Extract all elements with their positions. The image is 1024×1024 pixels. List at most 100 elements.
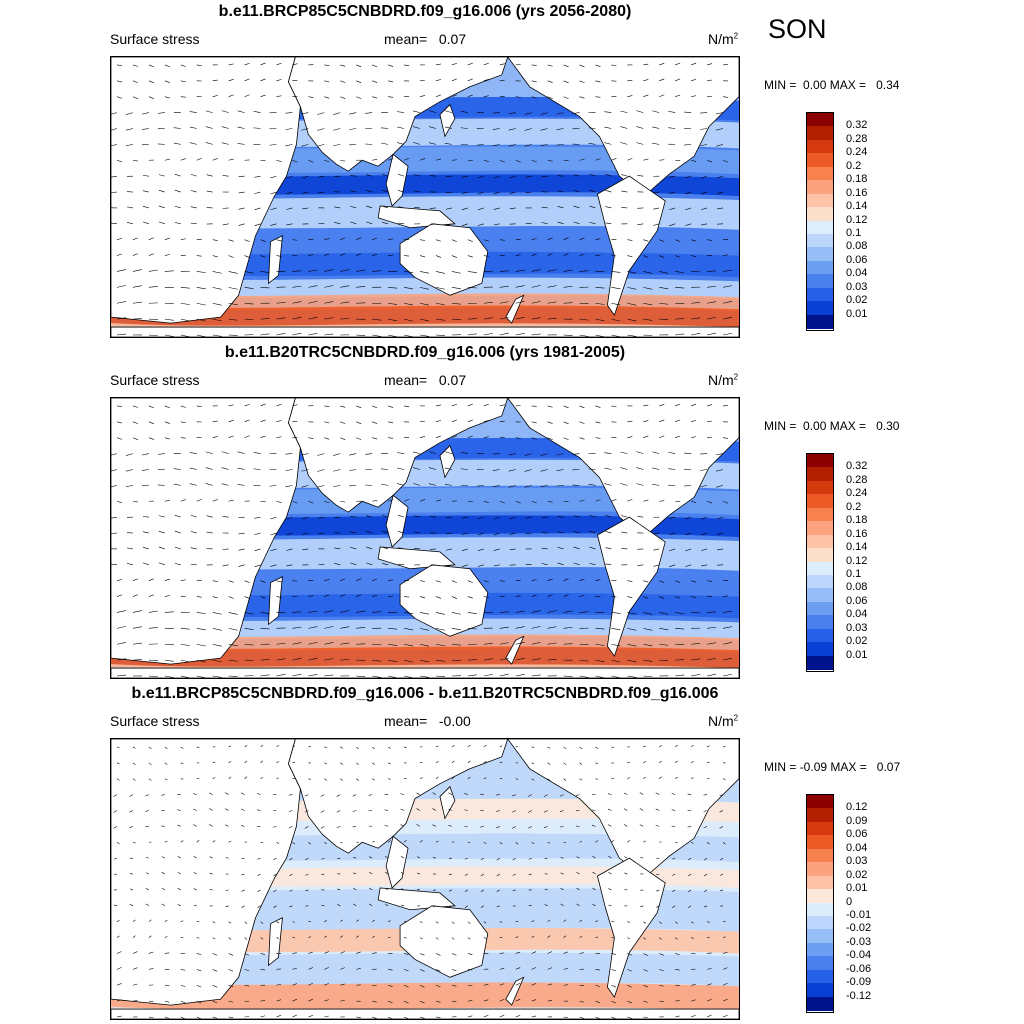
wind-vector [196, 643, 206, 647]
wind-vector [356, 253, 362, 256]
wind-vector [324, 301, 334, 304]
wind-vector [531, 951, 537, 954]
wind-vector [659, 419, 665, 423]
wind-vector [627, 158, 633, 161]
wind-vector [254, 532, 261, 535]
wind-vector [722, 998, 728, 1002]
wind-vector [547, 841, 551, 844]
colorbar-box [807, 628, 833, 643]
wind-vector [412, 126, 421, 129]
wind-vector [528, 904, 532, 907]
wind-vector [292, 642, 302, 645]
wind-vector [512, 889, 516, 892]
wind-vector [276, 673, 286, 677]
wind-vector [324, 658, 334, 661]
wind-vector [308, 500, 314, 504]
wind-vector [372, 318, 382, 321]
wind-vector [269, 485, 277, 487]
stress-band [111, 305, 739, 330]
wind-vector [129, 826, 134, 828]
wind-vector [196, 984, 202, 988]
wind-vector [161, 856, 165, 859]
wind-vector [508, 112, 516, 115]
wind-vector [372, 80, 378, 83]
wind-vector [579, 1000, 585, 1003]
wind-vector [289, 857, 293, 861]
wind-vector [276, 436, 282, 439]
wind-vector [164, 643, 174, 646]
wind-vector [196, 405, 202, 408]
wind-vector [512, 826, 516, 829]
wind-vector [387, 840, 391, 843]
wind-vector [451, 937, 455, 940]
wind-vector [595, 675, 605, 678]
wind-vector [592, 856, 596, 859]
wind-vector [544, 888, 548, 891]
wind-vector [308, 316, 318, 320]
wind-vector [669, 564, 676, 568]
wind-vector [723, 96, 729, 98]
wind-vector [589, 221, 596, 225]
colorbar-box [807, 139, 833, 154]
wind-vector [260, 318, 270, 320]
wind-vector [244, 94, 250, 97]
wind-vector [595, 920, 599, 922]
wind-vector [209, 824, 213, 827]
wind-vector [605, 190, 612, 193]
colorbar-box [807, 314, 833, 329]
wind-vector [270, 175, 277, 179]
wind-vector [707, 420, 713, 423]
wind-vector [531, 674, 541, 677]
colorbar-tick-label: 0.06 [846, 594, 868, 607]
wind-vector [366, 546, 373, 550]
wind-vector [723, 254, 729, 256]
wind-vector [573, 562, 580, 566]
wind-vector [190, 190, 197, 193]
wind-vector [116, 500, 123, 504]
wind-vector [419, 761, 423, 764]
wind-vector [164, 302, 174, 305]
wind-vector [403, 969, 409, 972]
wind-vector [652, 451, 660, 454]
wind-vector [276, 921, 280, 924]
land-antarctica [111, 667, 739, 678]
wind-vector [116, 642, 127, 645]
wind-vector [158, 221, 165, 225]
wind-vector [627, 612, 637, 615]
wind-vector [164, 1016, 170, 1019]
colorbar-tick-label: 0.03 [846, 280, 868, 293]
wind-vector [483, 921, 487, 924]
wind-vector [116, 983, 122, 986]
wind-vector [621, 531, 628, 534]
wind-vector [432, 808, 437, 811]
wind-vector [372, 499, 378, 502]
wind-vector [292, 404, 298, 407]
wind-vector [623, 792, 628, 795]
wind-vector [563, 610, 573, 613]
wind-vector [435, 643, 445, 647]
wind-vector [707, 316, 717, 320]
wind-vector [531, 500, 537, 504]
wind-vector [595, 762, 599, 765]
wind-vector [560, 872, 564, 875]
wind-vector [228, 158, 234, 161]
wind-vector [180, 920, 184, 922]
units-label: N/m2 [708, 31, 739, 47]
panel-title: b.e11.B20TRC5CNBDRD.f09_g16.006 (yrs 198… [224, 344, 626, 361]
wind-vector [419, 436, 426, 439]
wind-vector [356, 80, 362, 84]
wind-vector [547, 983, 553, 986]
wind-vector [499, 761, 503, 764]
wind-vector [419, 675, 430, 678]
wind-vector [557, 221, 564, 225]
wind-vector [684, 111, 692, 113]
wind-vector [372, 405, 378, 409]
wind-vector [324, 80, 330, 83]
wind-vector [276, 658, 286, 661]
wind-vector [164, 936, 168, 938]
colorbar-box [807, 601, 833, 616]
wind-vector [190, 173, 197, 177]
wind-vector [480, 857, 484, 861]
wind-vector [148, 778, 152, 781]
wind-vector [419, 95, 426, 98]
